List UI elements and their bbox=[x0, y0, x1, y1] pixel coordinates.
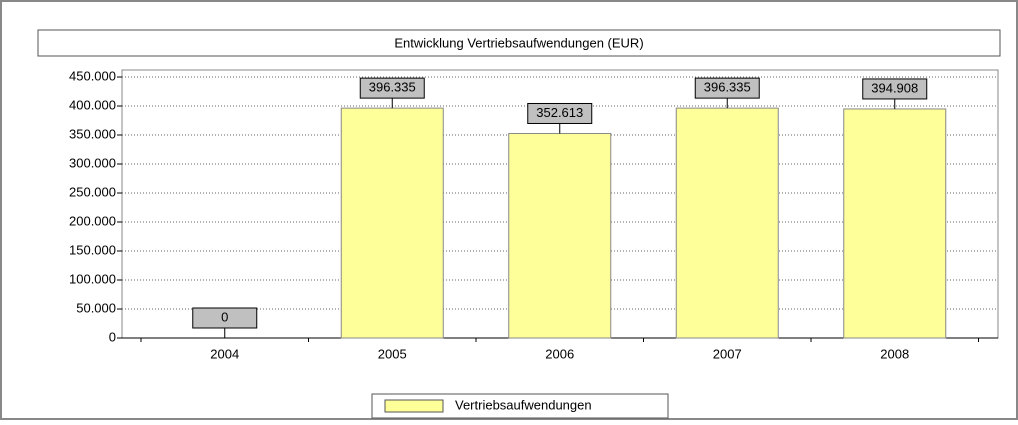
x-tick-label: 2004 bbox=[210, 346, 239, 361]
value-label: 0 bbox=[221, 309, 228, 324]
y-tick-label: 200.000 bbox=[69, 213, 116, 228]
value-label: 352.613 bbox=[536, 105, 583, 120]
y-tick-label: 350.000 bbox=[69, 126, 116, 141]
x-tick-label: 2008 bbox=[880, 346, 909, 361]
value-label: 396.335 bbox=[369, 80, 416, 95]
value-label-box bbox=[527, 102, 593, 124]
value-label: 396.335 bbox=[704, 80, 751, 95]
bar bbox=[340, 107, 444, 339]
value-label-box bbox=[359, 77, 425, 99]
y-tick-label: 250.000 bbox=[69, 184, 116, 199]
chart-title: Entwicklung Vertriebsaufwendungen (EUR) bbox=[394, 35, 643, 50]
bar bbox=[675, 107, 779, 339]
y-tick-label: 150.000 bbox=[69, 242, 116, 257]
bar bbox=[508, 132, 612, 339]
y-tick-label: 450.000 bbox=[69, 68, 116, 83]
y-tick-label: 300.000 bbox=[69, 155, 116, 170]
y-tick-label: 400.000 bbox=[69, 97, 116, 112]
y-tick-label: 100.000 bbox=[69, 271, 116, 286]
y-tick-label: 0 bbox=[109, 329, 116, 344]
value-label-box bbox=[192, 307, 258, 329]
bar bbox=[843, 108, 947, 339]
title-box bbox=[37, 29, 1001, 57]
y-tick-label: 50.000 bbox=[76, 300, 116, 315]
legend-swatch bbox=[384, 399, 444, 413]
x-tick-label: 2006 bbox=[545, 346, 574, 361]
value-label-box bbox=[862, 78, 928, 100]
x-tick-label: 2007 bbox=[713, 346, 742, 361]
value-label: 394.908 bbox=[871, 80, 918, 95]
value-label-box bbox=[694, 77, 760, 99]
legend-label: Vertriebsaufwendungen bbox=[455, 397, 592, 412]
x-tick-label: 2005 bbox=[378, 346, 407, 361]
